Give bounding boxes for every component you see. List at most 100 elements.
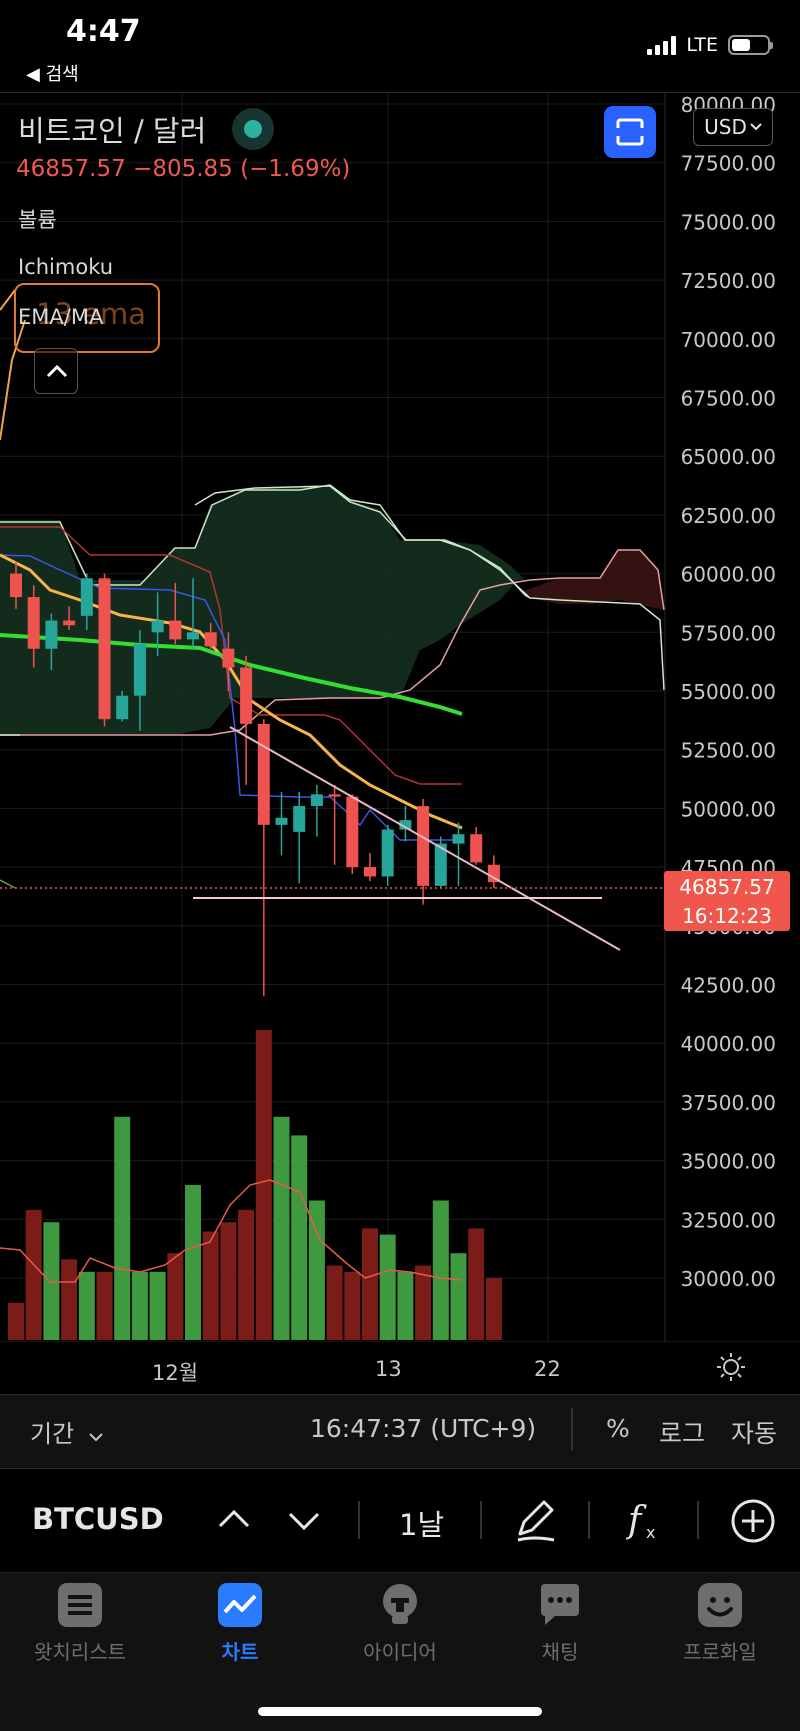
indicator-ichimoku-label[interactable]: Ichimoku [18, 255, 114, 279]
chat-icon [537, 1582, 583, 1628]
divider [697, 1501, 699, 1539]
price-axis-label: 30000.00 [681, 1267, 776, 1291]
volume-bar [202, 1231, 219, 1340]
network-label: LTE [686, 34, 718, 56]
volume-bar [273, 1116, 290, 1340]
currency-value: USD [704, 115, 747, 139]
currency-select[interactable]: USD [693, 108, 773, 146]
candle-body [10, 573, 22, 598]
price-axis-label: 40000.00 [681, 1032, 776, 1056]
tab-watchlist[interactable]: 왓치리스트 [10, 1582, 150, 1665]
lightbulb-icon [377, 1582, 423, 1628]
chevron-down-icon [750, 123, 762, 131]
price-axis-label: 72500.00 [681, 269, 776, 293]
time-label-22: 22 [534, 1357, 561, 1381]
volume-bar [468, 1228, 485, 1340]
candle-body [257, 723, 270, 825]
log-scale-button[interactable]: 로그 [659, 1419, 706, 1448]
previous-symbol-button[interactable] [216, 1502, 252, 1542]
home-indicator [258, 1707, 542, 1716]
auto-scale-button[interactable]: 자동 [731, 1419, 778, 1448]
period-label: 기간 [30, 1420, 75, 1448]
ichimoku-cloud [0, 485, 525, 735]
volume-bar [220, 1222, 237, 1340]
last-price-tag: 46857.57 16:12:23 [664, 871, 790, 931]
price-axis-label: 37500.00 [681, 1091, 776, 1115]
candle-body [80, 578, 93, 616]
settings-icon[interactable] [716, 1352, 746, 1386]
percent-scale-button[interactable]: % [606, 1414, 630, 1443]
volume-bar [485, 1278, 502, 1340]
price-axis-label: 75000.00 [681, 210, 776, 234]
chart-toolbar [0, 1394, 800, 1469]
volume-bar [25, 1209, 42, 1340]
senkou-span-a [0, 549, 665, 736]
candle-body [27, 597, 40, 649]
interval-button[interactable]: 1날 [399, 1508, 445, 1542]
price-axis-label: 52500.00 [681, 739, 776, 763]
pen-icon [517, 1500, 555, 1542]
volume-bar [78, 1271, 95, 1340]
fullscreen-button[interactable] [604, 106, 656, 158]
ema-tooltip-box [14, 283, 160, 353]
volume-bar [131, 1271, 148, 1340]
candle-body [98, 578, 111, 720]
candle-body [63, 620, 76, 626]
cloud-peak-line [194, 485, 531, 599]
chart-clock[interactable]: 16:47:37 (UTC+9) [310, 1414, 537, 1443]
divider [0, 92, 800, 93]
status-indicators: LTE [647, 34, 773, 56]
add-button[interactable] [730, 1498, 776, 1548]
indicator-ema-label[interactable]: EMA/MA [18, 305, 104, 329]
volume-bar [344, 1271, 361, 1340]
candle-body [434, 843, 447, 886]
drawing-tool-button[interactable] [514, 1496, 558, 1548]
candle-body [116, 695, 129, 720]
volume-bar [415, 1265, 432, 1340]
price-axis-label: 62500.00 [681, 504, 776, 528]
last-price-value: 46857.57 [679, 875, 775, 899]
period-button[interactable]: 기간 [30, 1414, 104, 1449]
tab-label: 왓치리스트 [34, 1640, 126, 1664]
chevron-up-icon [46, 364, 68, 378]
collapse-indicators-button[interactable] [34, 348, 78, 394]
candle-body [346, 796, 359, 868]
volume-bar [450, 1253, 467, 1340]
volume-bar [43, 1222, 60, 1340]
candle-body [328, 794, 341, 797]
trendline-descending [229, 726, 621, 951]
candle-body [452, 834, 465, 844]
back-to-search-link[interactable]: ◀ 검색 [26, 64, 79, 85]
symbol-title[interactable]: 비트코인 / 달러 [18, 114, 207, 148]
price-axis-label: 77500.00 [681, 152, 776, 176]
tab-ideas[interactable]: 아이디어 [330, 1582, 470, 1665]
ema-tooltip-text: 13 ema [36, 297, 146, 331]
tab-label: 프로화일 [683, 1640, 757, 1664]
candle-body [133, 644, 146, 696]
indicator-volume-label[interactable]: 볼륨 [18, 208, 57, 232]
candle-body [204, 632, 217, 647]
chevron-up-icon [218, 1509, 250, 1528]
symbol-button[interactable]: BTCUSD [32, 1502, 164, 1536]
time-label-dec: 12월 [152, 1361, 199, 1385]
candle-body [187, 632, 199, 640]
volume-bar [167, 1253, 184, 1340]
tab-chat[interactable]: 채팅 [490, 1582, 630, 1665]
price-chart[interactable]: 80000.0077500.0075000.0072500.0070000.00… [0, 92, 800, 1342]
ema-short-line [0, 319, 26, 441]
volume-ma-line [0, 1179, 463, 1283]
tab-profile[interactable]: 프로화일 [650, 1582, 790, 1665]
bar-countdown: 16:12:23 [682, 904, 772, 928]
candle-body [310, 794, 323, 807]
next-symbol-button[interactable] [286, 1502, 322, 1542]
cloud-top-line [0, 484, 665, 691]
price-change-line: 46857.57 −805.85 (−1.69%) [16, 156, 351, 182]
ema-line [0, 289, 16, 311]
tab-chart[interactable]: 차트 [170, 1582, 310, 1665]
price-axis-label: 67500.00 [681, 387, 776, 411]
kijun-line [0, 526, 462, 785]
candle-body [293, 806, 306, 832]
candle-body [364, 867, 376, 877]
